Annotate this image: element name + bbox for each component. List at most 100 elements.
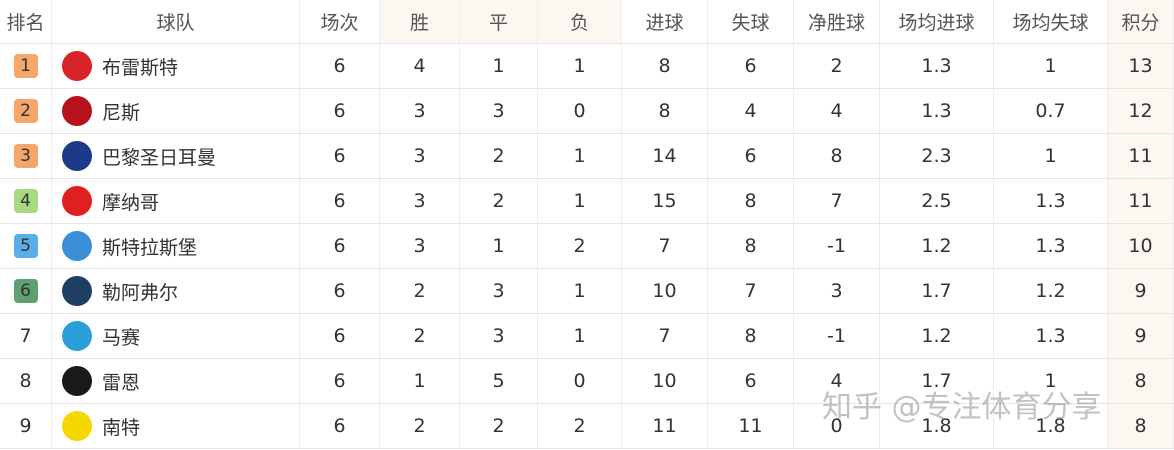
table-cell: 2: [380, 404, 460, 448]
table-cell: 2: [380, 269, 460, 313]
table-cell: 尼斯: [52, 89, 300, 133]
team-logo: [62, 231, 92, 261]
team-logo: [62, 186, 92, 216]
table-cell: 1.7: [880, 359, 994, 403]
table-cell: 0.7: [994, 89, 1108, 133]
table-cell: 11: [622, 404, 708, 448]
header-cell: 场均进球: [880, 0, 994, 43]
table-cell: 11: [708, 404, 794, 448]
table-cell: 7: [794, 179, 880, 223]
table-cell: 南特: [52, 404, 300, 448]
table-row: 1 布雷斯特 6 4 1 1 8 6 2 1.3 1 13: [0, 44, 1174, 89]
table-cell: 1: [538, 314, 622, 358]
rank-badge: 6: [13, 279, 38, 303]
table-cell: 2: [460, 404, 538, 448]
table-cell: 1.8: [994, 404, 1108, 448]
table-cell: 3: [380, 134, 460, 178]
table-cell: 14: [622, 134, 708, 178]
table-cell: 1.7: [880, 269, 994, 313]
table-cell: 3: [380, 179, 460, 223]
table-cell: 3: [380, 89, 460, 133]
team-name: 摩纳哥: [102, 191, 160, 214]
table-cell: 2: [0, 89, 52, 133]
table-cell: 12: [1108, 89, 1174, 133]
table-cell: 6: [708, 134, 794, 178]
table-cell: 9: [1108, 314, 1174, 358]
table-cell: 4: [0, 179, 52, 223]
table-cell: 0: [538, 89, 622, 133]
rank-badge: 2: [13, 99, 38, 123]
table-cell: 7: [0, 314, 52, 358]
table-row: 7 马赛 6 2 3 1 7 8 -1 1.2 1.3 9: [0, 314, 1174, 359]
table-cell: 3: [460, 314, 538, 358]
team-logo: [62, 321, 92, 351]
team-name: 斯特拉斯堡: [102, 236, 198, 259]
table-cell: 2: [380, 314, 460, 358]
table-cell: 10: [622, 359, 708, 403]
table-cell: 6: [300, 404, 380, 448]
table-cell: 1: [538, 44, 622, 88]
table-cell: 巴黎圣日耳曼: [52, 134, 300, 178]
header-cell: 球队: [52, 0, 300, 43]
table-cell: 3: [380, 224, 460, 268]
team-logo: [62, 141, 92, 171]
rank-badge: 3: [13, 144, 38, 168]
header-cell: 净胜球: [794, 0, 880, 43]
table-cell: 6: [300, 89, 380, 133]
team-name: 巴黎圣日耳曼: [102, 146, 217, 169]
table-cell: 3: [460, 269, 538, 313]
table-cell: 2.5: [880, 179, 994, 223]
header-cell: 负: [538, 0, 622, 43]
table-cell: 11: [1108, 134, 1174, 178]
table-row: 3 巴黎圣日耳曼 6 3 2 1 14 6 8 2.3 1 11: [0, 134, 1174, 179]
team-name: 尼斯: [102, 101, 141, 124]
table-cell: 8: [1108, 359, 1174, 403]
table-cell: 布雷斯特: [52, 44, 300, 88]
team-name: 马赛: [102, 326, 141, 349]
table-cell: 6: [708, 359, 794, 403]
table-cell: 3: [460, 89, 538, 133]
team-name: 南特: [102, 416, 141, 439]
watermark: 知乎 @专注体育分享: [822, 390, 1102, 425]
table-row: 8 雷恩 6 1 5 0 10 6 4 1.7 1 8: [0, 359, 1174, 404]
team-name: 勒阿弗尔: [102, 281, 179, 304]
table-cell: 5: [460, 359, 538, 403]
table-cell: 雷恩: [52, 359, 300, 403]
table-cell: 1: [538, 134, 622, 178]
table-row: 5 斯特拉斯堡 6 3 1 2 7 8 -1 1.2 1.3 10: [0, 224, 1174, 269]
table-cell: 1: [994, 134, 1108, 178]
table-cell: 7: [622, 314, 708, 358]
table-cell: 1.3: [994, 179, 1108, 223]
header-row: 排名 球队 场次胜平负进球 失球 净胜球 场均进球 场均失球 积分: [0, 0, 1174, 44]
table-cell: -1: [794, 314, 880, 358]
header-cell: 胜: [380, 0, 460, 43]
table-cell: 1.2: [994, 269, 1108, 313]
table-cell: 9: [0, 404, 52, 448]
table-cell: 1: [994, 44, 1108, 88]
table-cell: 2: [460, 134, 538, 178]
team-logo: [62, 51, 92, 81]
table-cell: 2: [794, 44, 880, 88]
header-cell: 场均失球: [994, 0, 1108, 43]
table-cell: 8: [708, 314, 794, 358]
team-name: 雷恩: [102, 371, 141, 394]
table-cell: 7: [708, 269, 794, 313]
table-cell: 6: [300, 359, 380, 403]
rank-badge: 1: [13, 54, 38, 78]
table-cell: 2: [538, 224, 622, 268]
table-cell: 3: [0, 134, 52, 178]
table-cell: 5: [0, 224, 52, 268]
table-cell: 斯特拉斯堡: [52, 224, 300, 268]
table-cell: 8: [622, 44, 708, 88]
table-cell: 1: [538, 269, 622, 313]
table-cell: 8: [622, 89, 708, 133]
table-cell: 6: [0, 269, 52, 313]
table-cell: 8: [1108, 404, 1174, 448]
table-cell: 7: [622, 224, 708, 268]
table-cell: 2: [460, 179, 538, 223]
header-cell: 进球: [622, 0, 708, 43]
table-cell: 10: [1108, 224, 1174, 268]
table-cell: 15: [622, 179, 708, 223]
table-cell: 1.2: [880, 224, 994, 268]
